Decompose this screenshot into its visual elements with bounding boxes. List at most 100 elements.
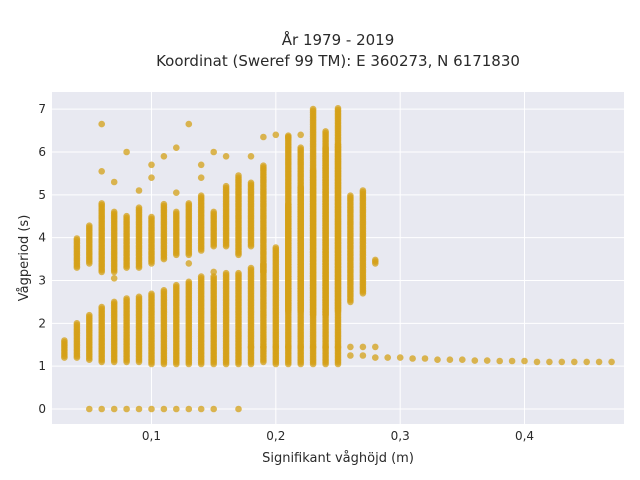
data-point xyxy=(235,172,242,179)
data-point xyxy=(148,213,155,221)
data-point xyxy=(123,212,130,220)
data-point xyxy=(210,208,217,216)
x-tick-label: 0,1 xyxy=(142,429,161,443)
data-point xyxy=(123,405,130,413)
data-point xyxy=(210,268,217,276)
data-point xyxy=(210,148,217,156)
y-tick-labels: 0 1 2 3 4 5 6 7 xyxy=(38,102,46,416)
data-point xyxy=(235,269,242,277)
x-tick-label: 0,3 xyxy=(391,429,410,443)
data-point xyxy=(148,290,155,298)
data-point xyxy=(110,275,118,282)
data-point xyxy=(173,281,180,289)
data-point xyxy=(98,168,105,175)
data-point xyxy=(173,144,180,151)
data-point xyxy=(446,356,454,364)
data-point xyxy=(197,174,205,181)
data-point xyxy=(558,358,566,366)
data-point xyxy=(434,356,441,364)
data-point xyxy=(135,293,143,301)
data-point xyxy=(148,161,155,169)
data-point xyxy=(285,133,292,141)
y-tick-label: 3 xyxy=(38,273,46,287)
y-tick-label: 4 xyxy=(38,231,46,245)
x-tick-labels: 0,1 0,2 0,3 0,4 xyxy=(142,429,534,443)
data-point xyxy=(98,200,105,207)
data-point xyxy=(135,204,143,211)
data-point xyxy=(309,105,317,113)
data-point xyxy=(210,405,217,413)
data-point xyxy=(359,352,367,359)
data-point xyxy=(546,358,553,366)
data-point xyxy=(197,192,205,199)
data-point xyxy=(73,320,81,327)
data-point xyxy=(135,187,143,194)
data-point xyxy=(210,273,217,280)
data-point xyxy=(86,405,93,413)
data-point xyxy=(309,343,317,351)
data-point xyxy=(160,153,168,160)
data-point xyxy=(160,287,168,294)
data-point xyxy=(160,200,168,208)
data-point xyxy=(123,295,130,302)
data-point xyxy=(421,355,429,362)
data-point xyxy=(396,354,404,361)
y-axis-title: Vågperiod (s) xyxy=(17,215,32,302)
data-point xyxy=(98,303,105,311)
chart-title-line-1: År 1979 - 2019 xyxy=(282,30,395,49)
data-point xyxy=(359,187,367,194)
data-point xyxy=(285,343,292,351)
data-point xyxy=(571,358,578,366)
data-point xyxy=(297,131,305,139)
x-axis-title: Signifikant våghöjd (m) xyxy=(262,451,414,466)
data-point xyxy=(496,357,504,365)
data-point xyxy=(272,343,280,351)
data-point xyxy=(272,244,280,251)
data-point xyxy=(173,189,180,196)
data-point xyxy=(185,405,193,413)
data-point xyxy=(595,358,603,366)
data-point xyxy=(110,298,118,306)
y-tick-label: 1 xyxy=(38,359,46,373)
data-point xyxy=(222,153,230,160)
y-tick-label: 7 xyxy=(38,102,46,116)
data-point xyxy=(235,405,242,413)
data-point xyxy=(471,357,479,364)
data-point xyxy=(347,352,354,359)
data-point xyxy=(322,128,329,135)
data-point xyxy=(533,358,541,366)
data-point xyxy=(86,311,93,319)
data-point xyxy=(347,343,354,351)
data-point xyxy=(347,192,354,199)
data-point xyxy=(61,337,68,344)
data-point xyxy=(508,357,516,365)
data-point xyxy=(372,343,379,351)
data-point xyxy=(372,354,379,361)
data-point xyxy=(583,358,590,366)
data-point xyxy=(359,343,367,351)
data-point xyxy=(197,161,205,169)
data-point xyxy=(409,355,416,362)
data-point xyxy=(459,356,466,364)
data-point xyxy=(185,260,193,267)
chart-title-line-2: Koordinat (Sweref 99 TM): E 360273, N 61… xyxy=(156,52,520,70)
data-point xyxy=(260,162,267,169)
data-point xyxy=(160,405,168,413)
data-point xyxy=(148,174,155,181)
data-point xyxy=(110,178,118,186)
data-point xyxy=(384,354,392,361)
data-points xyxy=(61,105,615,413)
data-point xyxy=(483,357,491,364)
y-tick-label: 2 xyxy=(38,316,46,330)
data-point xyxy=(135,405,143,413)
y-tick-label: 0 xyxy=(38,402,46,416)
x-tick-label: 0,2 xyxy=(266,429,285,443)
data-point xyxy=(110,405,118,413)
data-point xyxy=(173,208,180,216)
data-point xyxy=(247,343,255,351)
data-point xyxy=(260,133,267,141)
y-tick-label: 5 xyxy=(38,188,46,202)
y-tick-label: 6 xyxy=(38,145,46,159)
data-point xyxy=(322,343,329,351)
